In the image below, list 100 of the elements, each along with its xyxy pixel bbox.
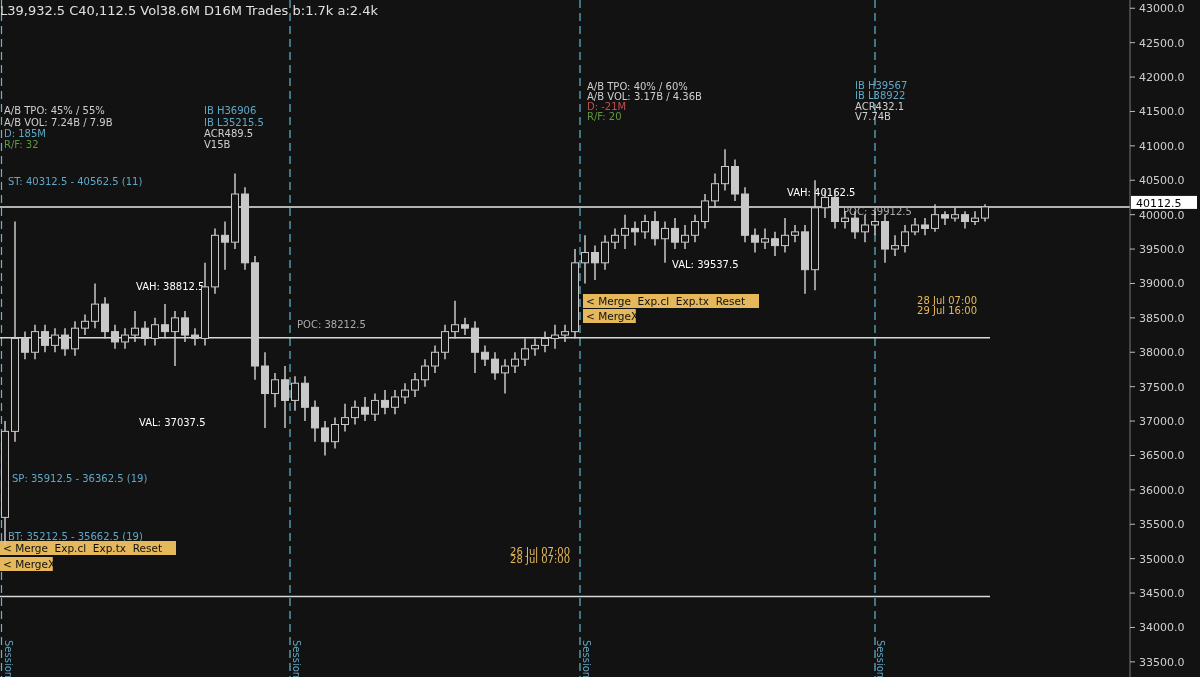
annotation: BT: 35212.5 - 35662.5 (19) (8, 531, 143, 542)
candlestick (351, 399, 359, 426)
y-tick-label: 40500.0 (1139, 174, 1185, 188)
y-tick-label: 41000.0 (1139, 139, 1185, 153)
y-tick-label: 33500.0 (1139, 655, 1185, 669)
annotation: < MergeX (586, 310, 639, 322)
candlestick (311, 399, 319, 443)
annotation: VAL: 39537.5 (672, 259, 739, 270)
candlestick (71, 320, 79, 357)
candlestick (21, 330, 29, 360)
candlestick (601, 234, 609, 271)
y-tick-label: 39500.0 (1139, 242, 1185, 256)
candlestick (491, 351, 499, 381)
candlestick (541, 330, 549, 354)
y-tick-label: 37500.0 (1139, 380, 1185, 394)
y-tick-label: 38500.0 (1139, 311, 1185, 325)
annotation: Session (875, 640, 886, 677)
candlestick (401, 382, 409, 405)
candlestick (561, 323, 569, 343)
candlestick (891, 234, 899, 257)
candlestick (511, 351, 519, 374)
candlestick (81, 313, 89, 336)
y-tick-label: 35000.0 (1139, 552, 1185, 566)
candlestick (481, 344, 489, 367)
candlestick (361, 396, 369, 422)
annotation: A/B TPO: 45% / 55% (4, 105, 105, 116)
candlestick (931, 203, 939, 233)
ref-line-label: 40112.5 (1136, 196, 1182, 210)
annotation: IB H36906 (204, 105, 257, 116)
candlestick (641, 213, 649, 240)
y-tick-label: 40000.0 (1139, 208, 1185, 222)
candlestick (791, 224, 799, 243)
candlestick (111, 323, 119, 350)
candlestick (651, 210, 659, 247)
annotation: A/B VOL: 3.17B / 4.36B (587, 91, 703, 102)
y-tick-label: 38000.0 (1139, 346, 1185, 360)
candlestick (191, 327, 199, 347)
candlestick (721, 148, 729, 192)
candlestick (421, 358, 429, 388)
annotation: ACR489.5 (204, 128, 254, 139)
y-tick-label: 41500.0 (1139, 105, 1185, 119)
candlestick (151, 317, 159, 347)
candlestick (671, 217, 679, 250)
candlestick (281, 365, 289, 429)
candlestick (391, 389, 399, 415)
y-tick-label: 35500.0 (1139, 518, 1185, 532)
candlestick (271, 372, 279, 409)
annotation: R/F: 20 (587, 111, 622, 122)
candlestick (31, 323, 39, 360)
annotation: 28 Jul 07:00 (917, 295, 977, 306)
candlestick (751, 227, 759, 254)
candlestick (451, 299, 459, 340)
y-tick-label: 36500.0 (1139, 449, 1185, 463)
annotation: V15B (204, 139, 231, 150)
candlestick (701, 193, 709, 230)
candlestick (521, 337, 529, 367)
annotation: IB L35215.5 (204, 117, 264, 128)
annotation: VAL: 37037.5 (139, 417, 206, 428)
annotation: 29 Jul 16:00 (917, 305, 977, 316)
candlestick (91, 282, 99, 329)
candlestick (51, 327, 59, 354)
candlestick (61, 327, 69, 357)
annotation: < MergeX (3, 558, 56, 570)
y-tick-label: 42500.0 (1139, 36, 1185, 50)
candlestick (681, 224, 689, 250)
annotation: Session (291, 640, 302, 677)
candlestick (331, 416, 339, 450)
annotation: D: -21M (587, 101, 627, 112)
annotation: ST: 40312.5 - 40562.5 (11) (8, 176, 143, 187)
annotation: SP: 35912.5 - 36362.5 (19) (12, 473, 148, 484)
annotation: Session (3, 640, 14, 677)
candlestick (501, 358, 509, 395)
annotation: R/F: 32 (4, 139, 39, 150)
candlestick (411, 372, 419, 398)
candlestick (691, 213, 699, 243)
annotation: Session (581, 640, 592, 677)
candlestick (771, 231, 779, 257)
annotation: VAH: 38812.5 (136, 281, 205, 292)
candlestick (181, 310, 189, 343)
annotation: POC: 38212.5 (297, 319, 366, 330)
y-tick-label: 43000.0 (1139, 2, 1185, 16)
chart-title: L39,932.5 C40,112.5 Vol38.6M D16M Trades b:1.7k a:2.4k (0, 3, 379, 18)
annotation: IB H39567 (855, 80, 908, 91)
annotation: A/B VOL: 7.24B / 7.9B (4, 117, 113, 128)
candlestick (121, 327, 129, 350)
candlestick (661, 220, 669, 264)
candlestick (581, 234, 589, 285)
candlestick (381, 389, 389, 415)
candlestick (141, 320, 149, 347)
candlestick (631, 220, 639, 247)
y-tick-label: 34000.0 (1139, 621, 1185, 635)
candlestick (461, 317, 469, 336)
candlestick (781, 217, 789, 254)
y-tick-label: 42000.0 (1139, 70, 1185, 84)
annotation: < Merge Exp.cl Exp.tx Reset (3, 542, 162, 554)
y-tick-label: 34500.0 (1139, 586, 1185, 600)
candlestick (591, 244, 599, 281)
annotation: A/B TPO: 40% / 60% (587, 81, 688, 92)
annotation: 28 Jul 07:00 (510, 554, 570, 565)
candlestick (171, 310, 179, 367)
